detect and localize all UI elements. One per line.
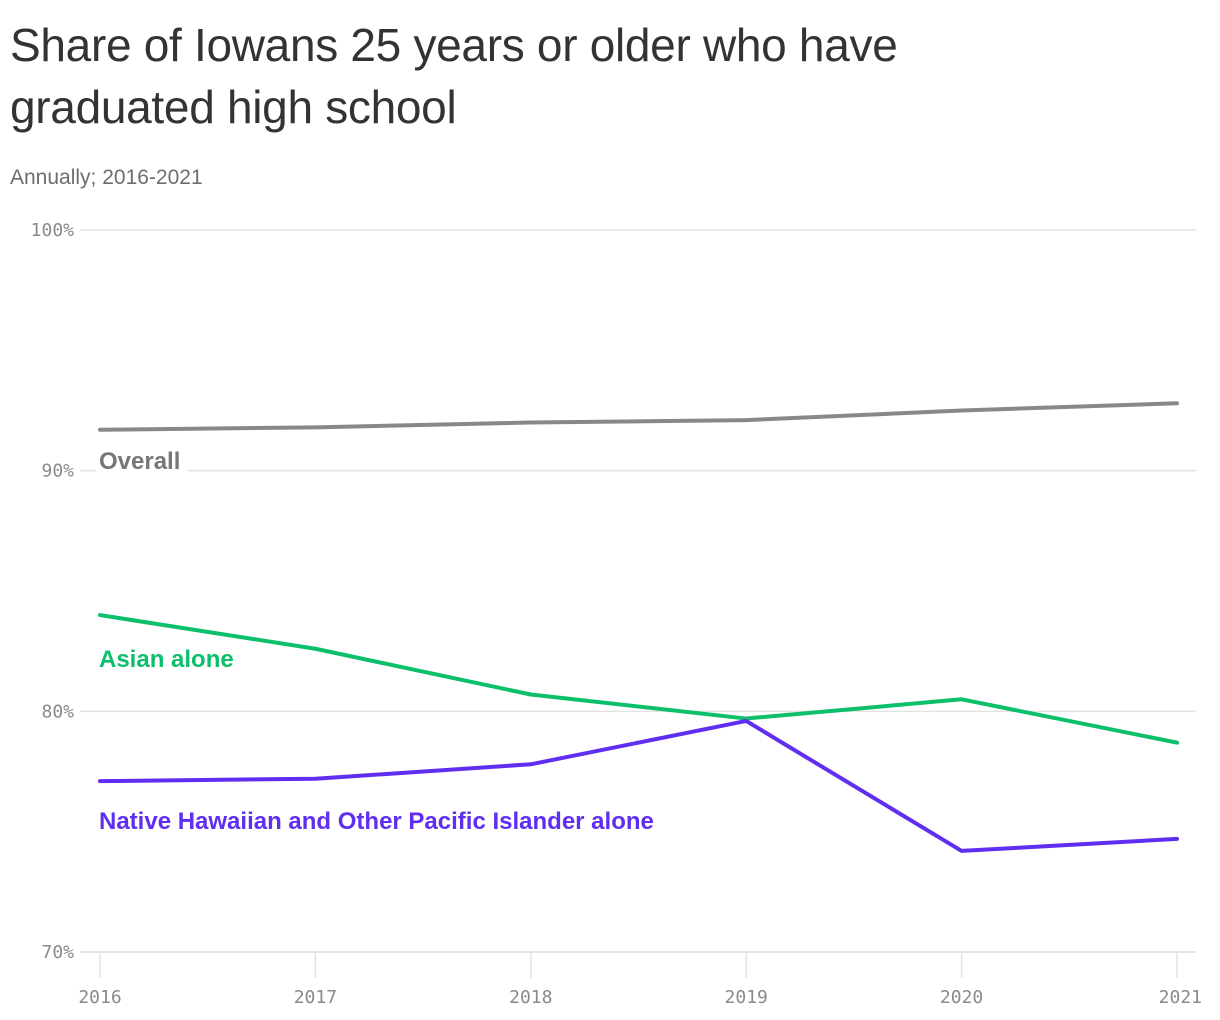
x-tick-label: 2018 (509, 987, 552, 1008)
series-lines (98, 401, 1179, 853)
chart-subtitle: Annually; 2016-2021 (10, 166, 203, 189)
y-tick-label: 70% (41, 942, 74, 963)
x-tick-label: 2019 (725, 987, 768, 1008)
x-tick-label: 2021 (1159, 987, 1202, 1008)
gridlines (80, 229, 1196, 953)
series-line-nhpi (98, 718, 1179, 853)
label-overall: Overall (99, 448, 180, 475)
label-asian: Asian alone (99, 646, 234, 673)
y-tick-label: 80% (41, 701, 74, 722)
x-tick-label: 2016 (78, 987, 121, 1008)
label-nhpi: Native Hawaiian and Other Pacific Island… (99, 808, 654, 835)
x-tick-label: 2017 (294, 987, 337, 1008)
y-axis: 100% 90% 80% 70% (31, 220, 75, 963)
y-tick-label: 100% (31, 220, 75, 241)
x-tick-label: 2020 (940, 987, 983, 1008)
series-labels: Overall Asian alone Native Hawaiian and Ot… (96, 446, 654, 835)
x-axis: 2016 2017 2018 2019 2020 2021 (78, 952, 1202, 1008)
series-line-asian (98, 613, 1179, 745)
series-line-overall (98, 401, 1179, 432)
chart-title: Share of Iowans 25 years or older who ha… (10, 19, 898, 133)
y-tick-label: 90% (41, 461, 74, 482)
